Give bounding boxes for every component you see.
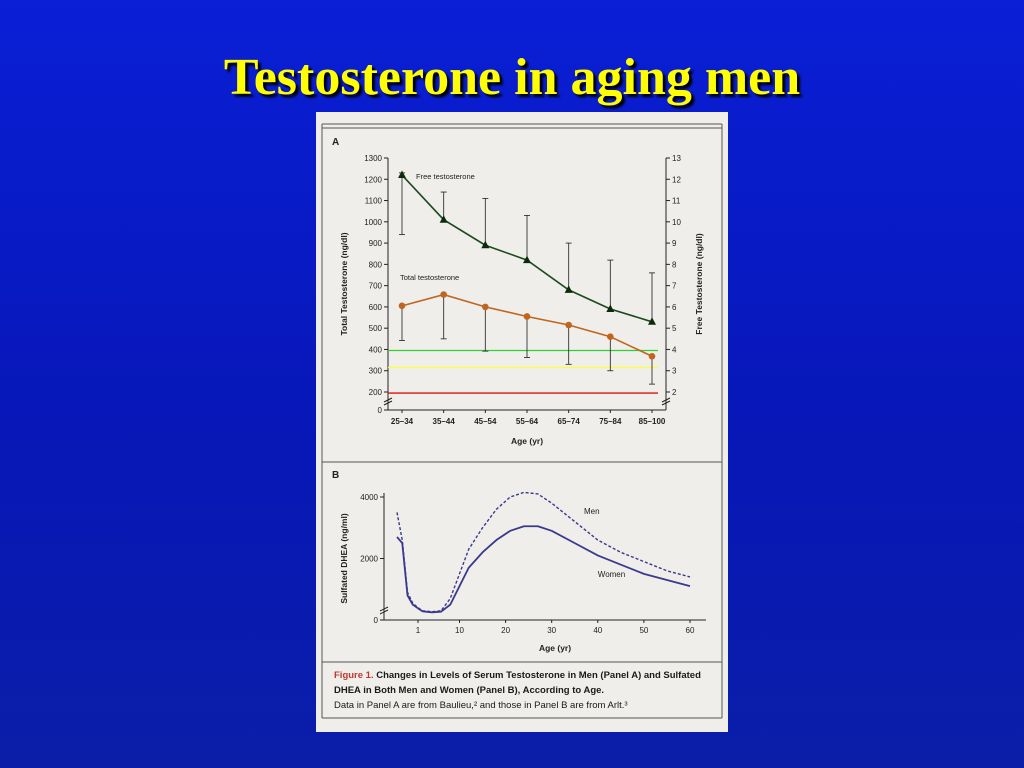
figure-panel: A B 0 200 300 400 500 600 700 800 900 1000 1100 120… — [316, 112, 728, 732]
panel-a-left-tick-label: 800 — [369, 260, 383, 269]
free-testosterone-point — [564, 285, 573, 293]
panel-b-label: B — [332, 470, 339, 481]
panel-a-left-tick-label: 1000 — [364, 218, 382, 227]
panel-b-x-tick-label: 50 — [639, 626, 648, 635]
panel-b-x-tick-label: 60 — [686, 626, 695, 635]
panel-a-right-tick-label: 13 — [672, 154, 681, 163]
panel-b-x-tick-label: 40 — [593, 626, 602, 635]
panel-a-right-tick-label: 12 — [672, 175, 681, 184]
panel-b-x-tick-label: 20 — [501, 626, 510, 635]
panel-a-left-tick-label: 0 — [378, 406, 383, 415]
free-testosterone-point — [523, 255, 531, 264]
panel-b-women-line — [396, 525, 691, 614]
caption-figure-title: Changes in Levels of Serum Testosterone … — [334, 670, 701, 696]
panel-a-right-tick-label: 8 — [672, 260, 677, 269]
panel-b-y-tick-label: 4000 — [360, 493, 378, 502]
total-testosterone-point — [648, 352, 656, 360]
panel-a-axis-break-mark — [383, 397, 393, 403]
total-testosterone-point — [607, 333, 614, 340]
panel-a-label: A — [332, 137, 339, 148]
total-testosterone-point — [523, 313, 531, 320]
panel-a-axis-break-mark — [383, 400, 393, 406]
panel-a-x-tick-label: 35–44 — [433, 417, 456, 426]
panel-a-right-tick-label: 11 — [672, 197, 681, 206]
panel-b-axis-break-mark — [379, 609, 389, 615]
free-testosterone-point — [439, 215, 448, 223]
panel-b-y-tick-label: 0 — [374, 616, 379, 625]
panel-a-x-tick-label: 65–74 — [558, 417, 581, 426]
panel-a-x-tick-label: 45–54 — [474, 417, 497, 426]
panel-a-y-axis-title: Total Testosterone (ng/dl) — [339, 232, 349, 335]
panel-a-left-tick-label: 500 — [369, 324, 383, 333]
panel-a-x-axis-title: Age (yr) — [511, 436, 543, 446]
panel-a-left-tick-label: 300 — [369, 367, 383, 376]
panel-b-chart: 0 2000 4000 1 10 20 30 40 50 60 Age (yr) Sulfated D… — [339, 491, 706, 653]
panel-a-left-tick-label: 200 — [369, 388, 383, 397]
panel-b-y-tick-label: 2000 — [360, 555, 378, 564]
free-testosterone-label: Free testosterone — [416, 172, 475, 181]
free-testosterone-point — [648, 317, 656, 325]
panel-a-x-tick-label: 55–64 — [516, 417, 539, 426]
panel-a-right-tick-label: 10 — [672, 218, 681, 227]
figure-svg: A B 020030040050060070080090010001100120… — [321, 123, 723, 719]
slide-title: Testosterone in aging men — [223, 49, 801, 106]
panel-a-axis-break-mark — [661, 400, 671, 406]
free-testosterone-point — [481, 240, 490, 249]
panel-b-axis-break-mark — [379, 606, 389, 612]
panel-a-left-tick-label: 400 — [369, 345, 383, 354]
panel-a-right-tick-label: 9 — [672, 239, 677, 248]
panel-a-left-tick-label: 1200 — [364, 175, 382, 184]
panel-b-x-tick-label: 30 — [547, 626, 556, 635]
panel-a-left-tick-label: 700 — [369, 282, 383, 291]
panel-b-x-tick-label: 10 — [455, 626, 464, 635]
total-testosterone-label: Total testosterone — [400, 273, 459, 282]
panel-a-left-tick-label: 600 — [369, 303, 383, 312]
panel-a-right-tick-label: 2 — [672, 388, 677, 397]
panel-b-women-label: Women — [598, 570, 625, 579]
total-testosterone-point — [565, 321, 572, 329]
panel-a-right-tick-label: 6 — [672, 303, 677, 312]
panel-b-x-tick-label: 1 — [416, 626, 421, 635]
panel-a-left-tick-label: 1300 — [364, 154, 382, 163]
panel-a-axis-break-mark — [661, 397, 671, 403]
total-testosterone-point — [482, 303, 489, 311]
panel-b-men-line — [396, 491, 691, 613]
panel-a-y-right-axis-title: Free Testosterone (ng/dl) — [694, 233, 704, 335]
panel-a-x-tick-label: 25–34 — [391, 417, 414, 426]
caption-source: Data in Panel A are from Baulieu,² and t… — [334, 700, 628, 711]
panel-b-x-axis-title: Age (yr) — [539, 643, 571, 653]
free-testosterone-point — [398, 170, 406, 179]
total-testosterone-point — [398, 302, 406, 310]
panel-b-y-axis-title: Sulfated DHEA (ng/ml) — [339, 513, 349, 604]
panel-a-chart: 0 200 300 400 500 600 700 800 900 1000 1100 1200 130… — [339, 154, 704, 446]
panel-a-left-tick-label: 1100 — [365, 197, 383, 206]
panel-a-left-tick-label: 900 — [369, 239, 383, 248]
panel-a-x-tick-label: 85–100 — [639, 417, 666, 426]
panel-a-x-tick-label: 75–84 — [599, 417, 622, 426]
free-testosterone-point — [606, 304, 615, 313]
total-testosterone-point — [440, 291, 447, 298]
panel-a-right-tick-label: 5 — [672, 324, 677, 333]
panel-b-men-label: Men — [584, 507, 600, 516]
panel-a-right-tick-label: 3 — [672, 367, 677, 376]
panel-a-right-tick-label: 7 — [672, 282, 677, 291]
figure-caption: Figure 1. Changes in Levels of Serum Tes… — [334, 668, 714, 713]
caption-figure-number: Figure 1. — [334, 670, 374, 681]
panel-a-right-tick-label: 4 — [672, 345, 677, 354]
